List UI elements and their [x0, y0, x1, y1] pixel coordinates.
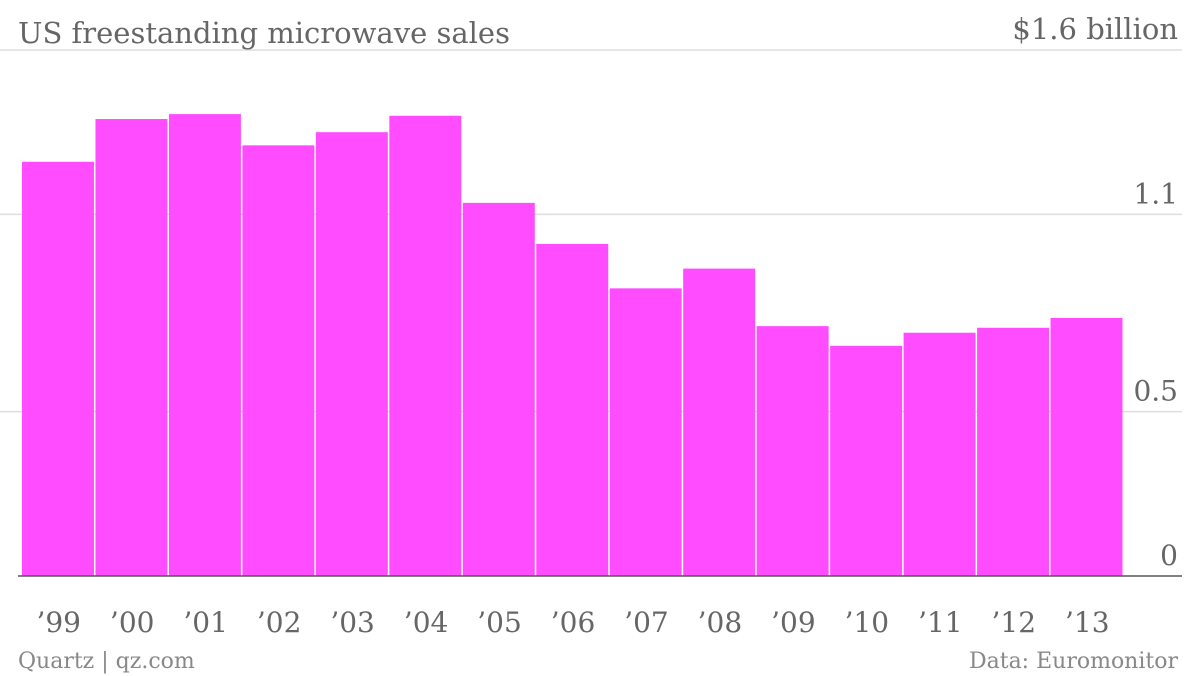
x-tick-label: ’01 — [183, 606, 228, 639]
x-tick-label: ’03 — [330, 606, 375, 639]
bar — [609, 288, 682, 576]
x-tick-label: ’04 — [404, 606, 449, 639]
y-tick-label: 0 — [1160, 539, 1178, 572]
x-tick-label: ’10 — [845, 606, 890, 639]
bar — [95, 119, 168, 576]
x-tick-label: ’11 — [918, 606, 963, 639]
y-tick-label: 1.1 — [1133, 177, 1178, 210]
x-tick-label: ’99 — [36, 606, 81, 639]
bar — [756, 326, 829, 576]
source-credit: Quartz | qz.com — [18, 649, 195, 674]
chart-title: US freestanding microwave sales — [18, 16, 510, 50]
bar — [462, 202, 535, 576]
bar — [168, 114, 241, 576]
y-tick-label: $1.6 billion — [1012, 12, 1178, 46]
bar — [315, 132, 388, 576]
x-tick-label: ’05 — [477, 606, 522, 639]
bar — [683, 268, 756, 576]
x-tick-label: ’06 — [551, 606, 596, 639]
x-tick-label: ’13 — [1065, 606, 1110, 639]
bar — [830, 345, 903, 576]
bar — [1050, 317, 1123, 576]
bar — [389, 115, 462, 576]
bars — [22, 114, 1123, 576]
bar — [977, 327, 1050, 576]
x-tick-label: ’02 — [257, 606, 302, 639]
bar — [536, 243, 609, 576]
x-tick-label: ’07 — [624, 606, 669, 639]
x-tick-label: ’12 — [992, 606, 1037, 639]
x-tick-label: ’08 — [698, 606, 743, 639]
data-source: Data: Euromonitor — [969, 649, 1179, 674]
bar — [22, 161, 94, 576]
x-tick-label: ’00 — [110, 606, 155, 639]
bar — [242, 145, 315, 576]
bar — [903, 332, 976, 576]
axes: 0 0.5 1.1 $1.6 billion ’99 ’00 ’01 ’02 ’03 ’04 ’05… — [18, 12, 1182, 639]
y-tick-label: 0.5 — [1133, 375, 1178, 408]
x-tick-label: ’09 — [771, 606, 816, 639]
